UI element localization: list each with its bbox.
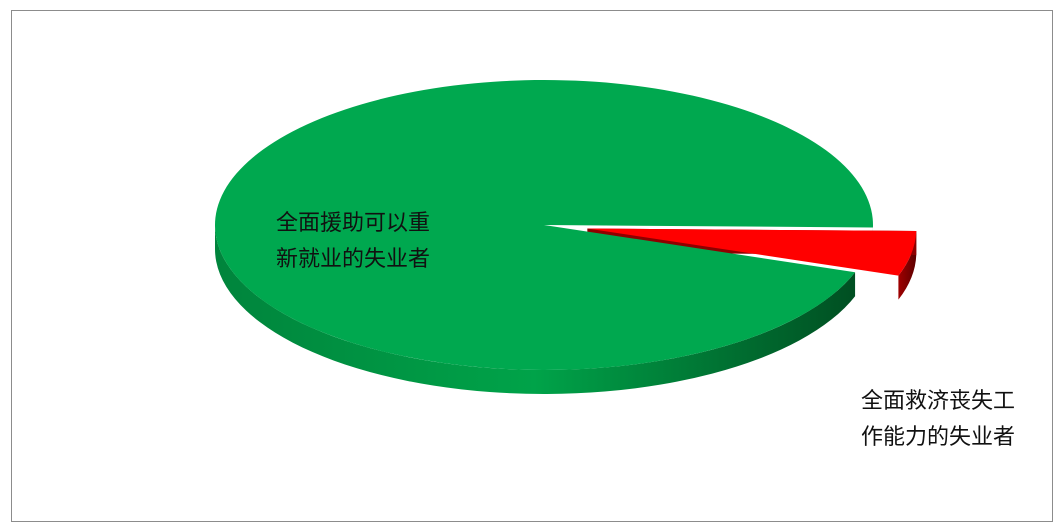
pie-slice-1-side xyxy=(898,231,917,300)
slice-label-disabled-line1: 全面救济丧失工 xyxy=(861,389,1016,414)
slice-label-reemployable-line2: 新就业的失业者 xyxy=(276,247,431,272)
slice-label-reemployable-line1: 全面援助可以重 xyxy=(276,211,431,236)
pie-chart xyxy=(215,79,917,395)
pie-slice-0 xyxy=(215,79,874,370)
slice-label-reemployable: 全面援助可以重 新就业的失业者 xyxy=(276,206,430,278)
slice-label-disabled: 全面救济丧失工 作能力的失业者 xyxy=(861,384,1015,456)
pie-slice-1 xyxy=(587,228,917,276)
slice-label-disabled-line2: 作能力的失业者 xyxy=(861,425,1016,450)
pie-slice-0-side-0 xyxy=(215,225,856,395)
chart-area: 全面援助可以重 新就业的失业者 全面救济丧失工 作能力的失业者 xyxy=(11,10,1053,522)
